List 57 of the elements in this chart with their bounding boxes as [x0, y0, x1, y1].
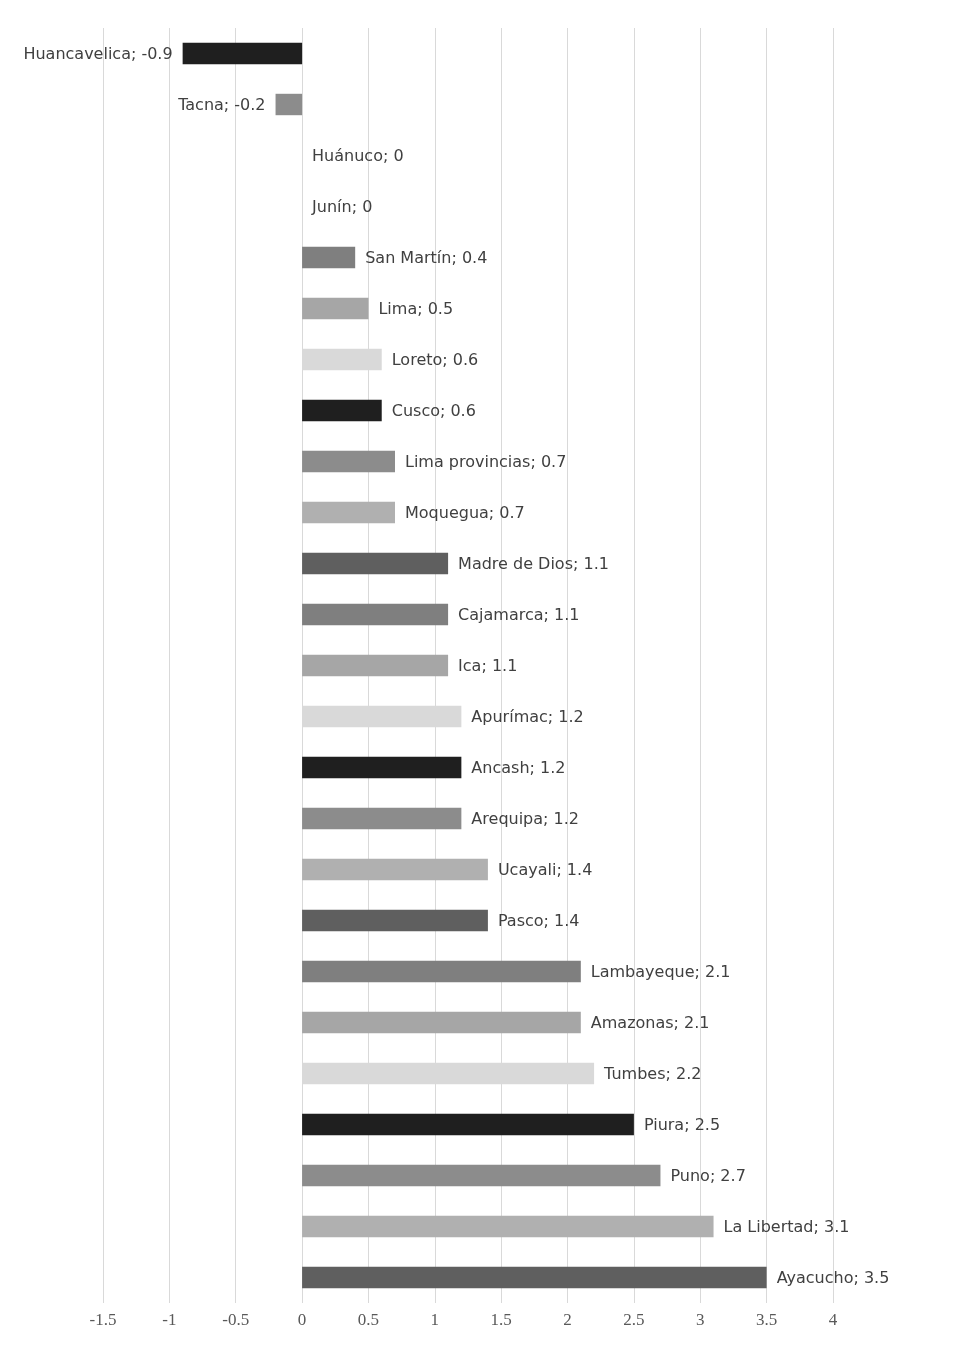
bar — [302, 1011, 581, 1034]
data-label: Ancash; 1.2 — [471, 758, 566, 777]
x-tick-label: 4 — [828, 1310, 838, 1329]
data-label: Loreto; 0.6 — [391, 350, 479, 369]
x-tick-label: 1.5 — [490, 1310, 512, 1329]
x-tick-label: -1.5 — [89, 1310, 117, 1329]
data-label: Lambayeque; 2.1 — [590, 962, 731, 981]
data-label: Arequipa; 1.2 — [471, 809, 579, 828]
x-tick-label: -0.5 — [222, 1310, 250, 1329]
x-tick-label: -1 — [162, 1310, 177, 1329]
data-label: Cajamarca; 1.1 — [458, 605, 580, 624]
data-label: Ayacucho; 3.5 — [776, 1268, 890, 1287]
data-label: Ucayali; 1.4 — [497, 860, 593, 879]
bar — [302, 960, 581, 983]
bar — [302, 909, 488, 932]
data-label: Madre de Dios; 1.1 — [458, 554, 609, 573]
data-label: Huánuco; 0 — [312, 146, 404, 165]
data-label: Lima; 0.5 — [378, 299, 454, 318]
x-tick-label: 2 — [563, 1310, 572, 1329]
data-label: Moquegua; 0.7 — [405, 503, 525, 522]
data-label: Lima provincias; 0.7 — [405, 452, 567, 471]
bar — [275, 93, 303, 116]
bar — [302, 858, 488, 881]
x-tick-label: 2.5 — [623, 1310, 645, 1329]
bar — [302, 1113, 634, 1136]
bar — [302, 246, 356, 269]
data-label: Amazonas; 2.1 — [590, 1013, 710, 1032]
data-label: Pasco; 1.4 — [497, 911, 580, 930]
data-label: Apurímac; 1.2 — [471, 707, 584, 726]
data-label: Ica; 1.1 — [458, 656, 518, 675]
x-tick-label: 3.5 — [756, 1310, 778, 1329]
data-label: Junín; 0 — [311, 197, 373, 216]
data-label: San Martín; 0.4 — [365, 248, 488, 267]
bar — [302, 297, 369, 320]
bar — [302, 807, 462, 830]
data-label: La Libertad; 3.1 — [723, 1217, 850, 1236]
data-label: Huancavelica; -0.9 — [23, 44, 173, 63]
bar — [302, 1215, 714, 1238]
x-tick-label: 3 — [696, 1310, 705, 1329]
bar — [302, 399, 382, 422]
bar — [302, 1164, 661, 1187]
data-label: Tacna; -0.2 — [177, 95, 266, 114]
bar — [182, 42, 303, 65]
x-tick-label: 0 — [297, 1310, 307, 1329]
data-label: Puno; 2.7 — [670, 1166, 746, 1185]
x-tick-label: 1 — [430, 1310, 440, 1329]
bar — [302, 756, 462, 779]
bar — [302, 552, 449, 575]
bar — [302, 1266, 767, 1289]
data-label: Tumbes; 2.2 — [603, 1064, 702, 1083]
bar — [302, 501, 395, 524]
x-tick-label: 0.5 — [357, 1310, 380, 1329]
bar — [302, 603, 449, 626]
data-label: Piura; 2.5 — [643, 1115, 721, 1134]
bar — [302, 450, 395, 473]
data-label: Cusco; 0.6 — [391, 401, 476, 420]
bar — [302, 654, 449, 677]
